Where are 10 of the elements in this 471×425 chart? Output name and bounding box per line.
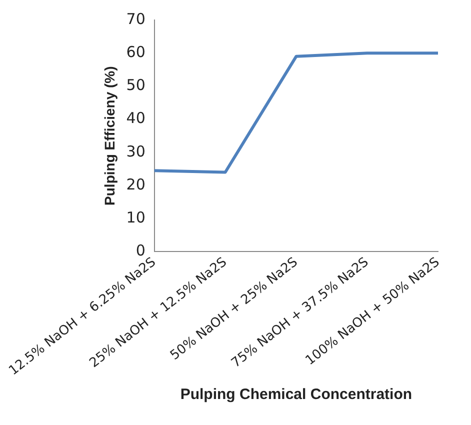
x-axis-title: Pulping Chemical Concentration [180, 386, 412, 404]
y-tick-label: 30 [126, 142, 146, 160]
y-tick-label: 20 [126, 175, 146, 194]
y-tick-label: 0 [136, 242, 146, 260]
y-tick-label: 70 [126, 10, 146, 28]
y-axis-title: Pulping Efficieny (%) [102, 66, 118, 206]
y-tick-label: 40 [126, 109, 146, 128]
y-tick-label: 10 [126, 208, 146, 226]
y-tick-label: 50 [126, 76, 146, 94]
y-tick-label: 60 [126, 42, 146, 61]
